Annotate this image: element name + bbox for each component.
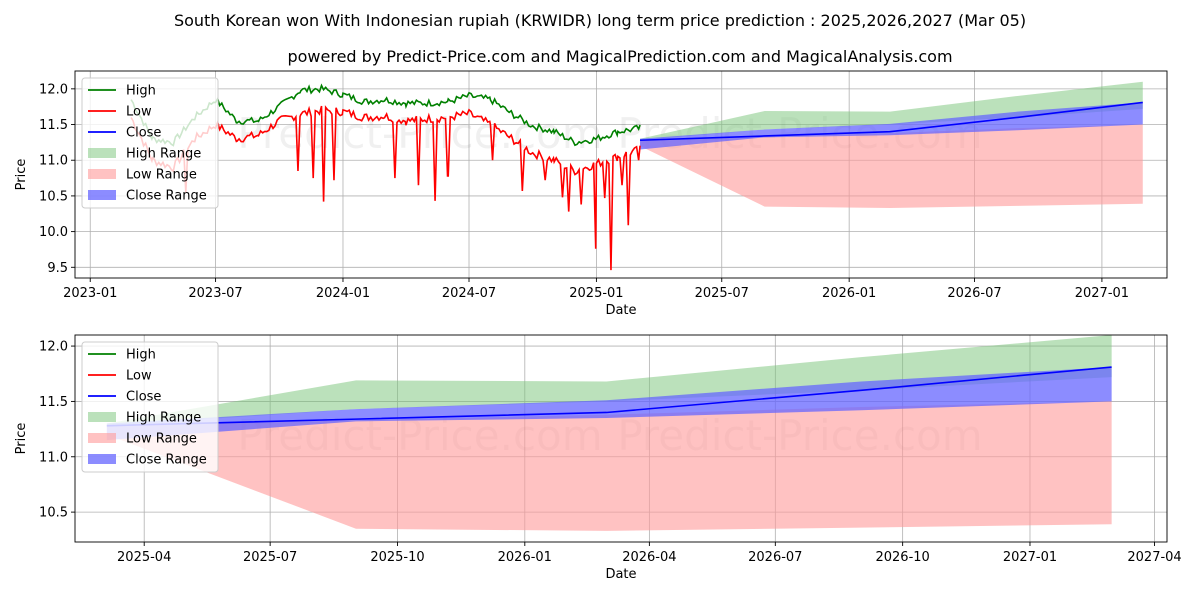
legend-low-range-label: Low Range [126, 168, 197, 183]
close-line [106, 366, 1112, 427]
axes-frame [74, 70, 1168, 279]
y-tick-label: 10.0 [39, 225, 68, 240]
y-axis-label: Price [14, 423, 29, 455]
legend-close-label: Close [126, 390, 161, 405]
x-tick-label: 2026-01 [822, 286, 876, 301]
y-tick-label: 11.0 [39, 154, 68, 169]
x-tick-label: 2026-07 [748, 550, 802, 565]
top-panel: Predict-Price.comPredict-Price.com2023-0… [14, 70, 1168, 318]
y-tick-label: 12.0 [39, 82, 68, 97]
legend-close-range-label: Close Range [126, 189, 207, 204]
x-axis-label: Date [605, 567, 636, 582]
high-range-band [640, 81, 1143, 141]
legend-low-label: Low [126, 369, 152, 384]
legend-low-label: Low [126, 105, 152, 120]
legend-low-range-swatch [88, 433, 116, 443]
legend-high-range-swatch [88, 412, 116, 422]
x-tick-label: 2025-07 [695, 286, 749, 301]
y-tick-label: 10.5 [39, 506, 68, 521]
plot-area [106, 335, 1112, 531]
y-tick-label: 11.5 [39, 118, 68, 133]
chart-subtitle: powered by Predict-Price.com and Magical… [287, 47, 952, 66]
x-tick-label: 2023-07 [188, 286, 242, 301]
legend-high-range-label: High Range [126, 147, 201, 162]
y-tick-label: 12.0 [39, 340, 68, 355]
x-tick-label: 2027-04 [1127, 550, 1181, 565]
bottom-panel: Predict-Price.comPredict-Price.com2025-0… [14, 334, 1182, 582]
close-range-band [640, 102, 1143, 150]
legend-close-range-swatch [88, 190, 116, 200]
axes-frame [74, 334, 1168, 543]
y-tick-label: 11.0 [39, 450, 68, 465]
legend-low-range-swatch [88, 169, 116, 179]
x-tick-label: 2024-01 [316, 286, 370, 301]
x-tick-label: 2023-01 [63, 286, 117, 301]
x-tick-label: 2027-01 [1003, 550, 1057, 565]
y-axis-label: Price [14, 159, 29, 191]
legend-close-label: Close [126, 126, 161, 141]
low-range-band [640, 124, 1143, 209]
legend-close-range-swatch [88, 454, 116, 464]
x-tick-label: 2026-10 [875, 550, 929, 565]
legend: High Low Close High Range Low Range Close Ran… [81, 341, 219, 473]
legend-high-range-label: High Range [126, 411, 201, 426]
chart-title: South Korean won With Indonesian rupiah … [174, 11, 1026, 30]
legend-high-label: High [126, 84, 156, 99]
x-tick-label: 2026-01 [498, 550, 552, 565]
x-axis-label: Date [605, 303, 636, 318]
y-tick-label: 9.5 [47, 261, 68, 276]
x-tick-label: 2026-07 [947, 286, 1001, 301]
x-tick-label: 2024-07 [442, 286, 496, 301]
x-tick-label: 2026-04 [622, 550, 676, 565]
plot-area [130, 81, 1143, 271]
legend: High Low Close High Range Low Range Close Ran… [81, 77, 219, 209]
x-tick-label: 2025-04 [117, 550, 171, 565]
x-tick-label: 2027-01 [1075, 286, 1129, 301]
legend-high-label: High [126, 348, 156, 363]
legend-close-range-label: Close Range [126, 453, 207, 468]
close-line [640, 101, 1143, 142]
x-tick-label: 2025-01 [569, 286, 623, 301]
x-tick-label: 2025-10 [370, 550, 424, 565]
low-range-band [106, 401, 1112, 531]
close-range-band [106, 367, 1112, 441]
legend-low-range-label: Low Range [126, 432, 197, 447]
high-range-band [106, 335, 1112, 426]
y-tick-label: 11.5 [39, 395, 68, 410]
x-tick-label: 2025-07 [243, 550, 297, 565]
y-tick-label: 10.5 [39, 189, 68, 204]
legend-high-range-swatch [88, 148, 116, 158]
